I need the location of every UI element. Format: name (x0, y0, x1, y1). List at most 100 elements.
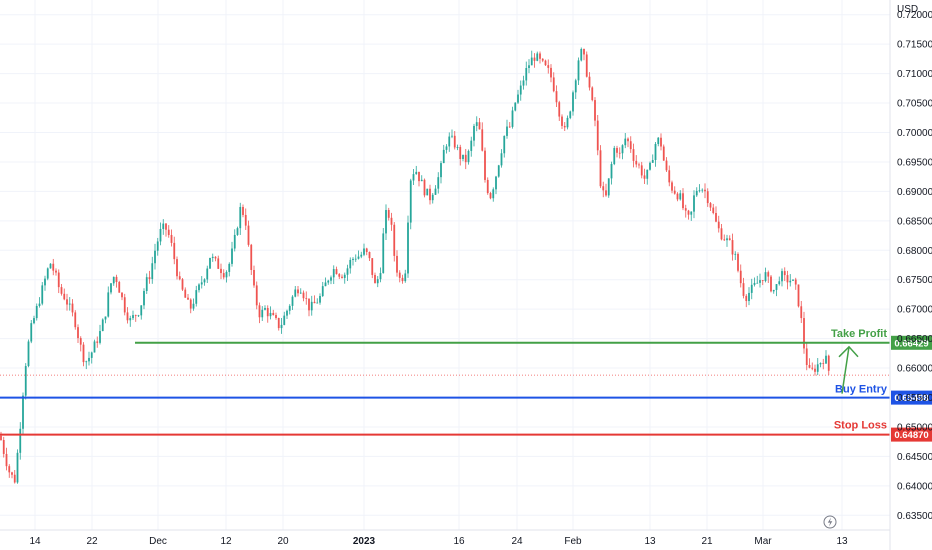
date-tick-label: 13 (836, 536, 848, 547)
candle-body (434, 188, 437, 195)
candle-body (63, 293, 66, 300)
candle-body (508, 126, 511, 128)
level-label: Take Profit (831, 328, 887, 340)
candle-body (569, 111, 572, 118)
date-tick-label: 16 (453, 536, 465, 547)
candle-body (90, 352, 93, 358)
currency-label: USD (897, 4, 918, 15)
level-label: Stop Loss (834, 420, 887, 432)
candle-body (486, 179, 489, 194)
candle-body (764, 272, 767, 281)
candle-body (660, 137, 662, 147)
candle-body (365, 248, 368, 252)
candle-body (662, 146, 665, 161)
price-tick-label: 0.71000 (897, 69, 932, 80)
candle-body (429, 188, 431, 201)
candle-body (33, 318, 35, 324)
replay-icon[interactable] (823, 515, 837, 529)
candle-body (302, 292, 305, 299)
price-tick-label: 0.70000 (897, 128, 932, 139)
candle-body (676, 193, 679, 200)
candle-body (792, 279, 794, 281)
candle-body (528, 65, 530, 68)
candle-body (258, 305, 261, 318)
candle-body (418, 171, 420, 182)
candle-body (374, 274, 376, 284)
candle-body (750, 284, 753, 293)
candle-body (85, 361, 88, 363)
candle-body (110, 283, 112, 293)
candle-body (547, 65, 550, 68)
candle-body (170, 234, 173, 243)
candle-body (244, 214, 247, 226)
candle-body (46, 268, 49, 279)
candle-body (585, 54, 588, 77)
candle-body (701, 189, 704, 191)
candle-body (376, 279, 379, 284)
candle-body (297, 289, 299, 294)
candle-body (473, 125, 475, 141)
candle-body (330, 277, 332, 281)
candle-body (412, 174, 415, 181)
candle-body (715, 212, 717, 222)
candle-body (737, 253, 739, 271)
candle-body (797, 284, 800, 307)
candle-body (167, 229, 170, 235)
candle-body (13, 474, 16, 483)
candle-body (324, 282, 327, 287)
candle-body (107, 292, 110, 317)
candle-body (594, 100, 596, 121)
candle-body (552, 77, 555, 92)
candle-body (27, 341, 30, 367)
candle-body (275, 315, 277, 319)
candle-body (717, 221, 720, 229)
candle-body (665, 160, 668, 171)
candle-body (794, 279, 797, 285)
candle-body (654, 144, 657, 161)
candle-body (319, 296, 321, 303)
candle-body (734, 253, 737, 255)
candle-body (706, 191, 709, 204)
candles (0, 47, 830, 484)
candle-body (162, 223, 165, 229)
price-tag (891, 427, 932, 442)
candle-body (225, 271, 228, 278)
candle-body (492, 189, 495, 199)
candle-body (596, 120, 599, 151)
candle-body (627, 138, 629, 142)
candle-body (588, 76, 591, 88)
candle-body (693, 195, 695, 212)
candle-body (159, 228, 162, 242)
price-tick-label: 0.65500 (897, 393, 932, 404)
candle-body (748, 292, 750, 302)
candle-body (643, 175, 646, 179)
candle-body (8, 466, 11, 473)
candle-body (539, 53, 541, 59)
candle-body (803, 318, 805, 349)
candle-body (756, 282, 759, 284)
candle-body (272, 312, 275, 316)
candle-body (176, 259, 178, 277)
candle-body (44, 278, 46, 286)
candle-body (382, 233, 385, 274)
candle-body (808, 364, 811, 368)
candle-body (77, 327, 79, 339)
candle-body (816, 364, 819, 372)
candle-body (360, 254, 363, 257)
candle-body (115, 276, 118, 282)
candle-body (731, 240, 734, 255)
candle-body (11, 472, 13, 475)
candle-body (79, 338, 82, 345)
candle-body (726, 238, 728, 241)
candle-body (184, 289, 187, 298)
candle-body (638, 164, 640, 166)
candle-body (60, 287, 63, 294)
candle-body (495, 176, 497, 190)
candle-body (349, 259, 352, 269)
price-tick-label: 0.69000 (897, 187, 932, 198)
candle-body (440, 163, 442, 178)
candle-body (566, 117, 569, 128)
candle-body (352, 258, 354, 260)
candle-body (602, 186, 605, 191)
